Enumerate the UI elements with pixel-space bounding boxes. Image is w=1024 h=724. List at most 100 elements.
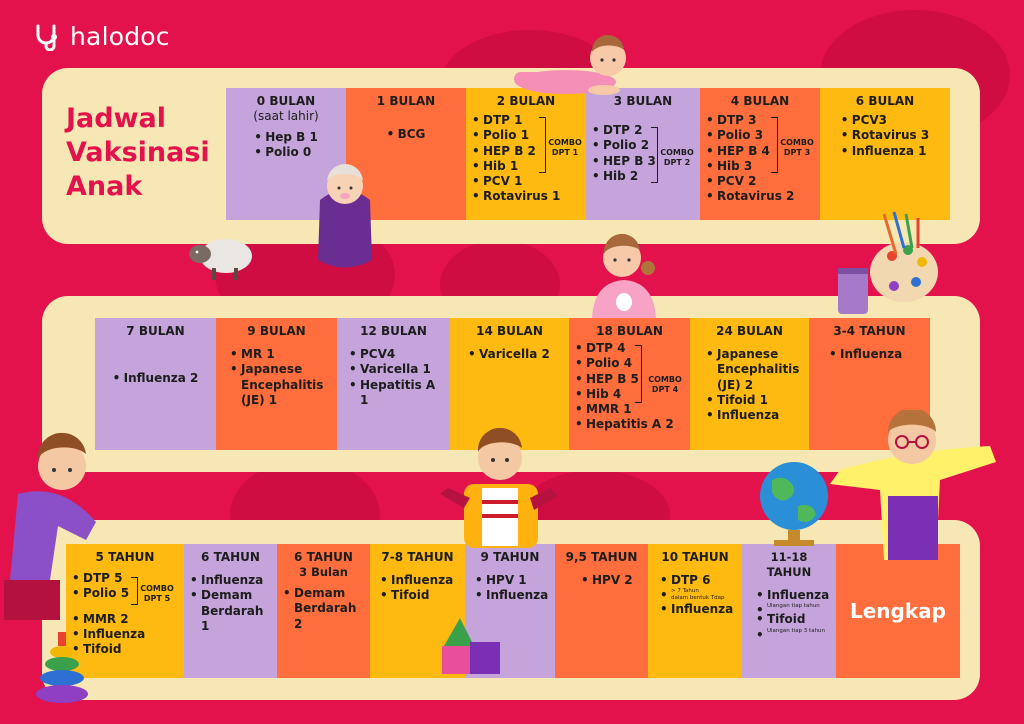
- brand-logo: halodoc: [34, 22, 170, 51]
- vaccine-item: Influenza: [660, 602, 736, 618]
- vaccine-item: BCG: [387, 127, 426, 143]
- vaccine-item: Influenza: [190, 573, 271, 589]
- combo-text: DPT 5: [143, 594, 171, 603]
- tile-header: 3-4 TAHUN: [833, 324, 906, 338]
- vaccine-item: Rotavirus 3: [841, 128, 929, 144]
- tile-header: 1 BULAN: [376, 94, 436, 108]
- title-line: Vaksinasi: [66, 137, 210, 168]
- vaccine-item: Polio 1: [472, 128, 580, 144]
- tile-header: 14 BULAN: [476, 324, 543, 338]
- vaccine-note-wrap: > 7 Tahun dalam bentuk Tdap: [660, 588, 736, 603]
- vaccine-item: Influenza: [829, 347, 924, 363]
- tile-6-tahun-3-bulan: 6 TAHUN 3 Bulan Demam Berdarah 2: [277, 544, 370, 678]
- combo-text: DPT 2: [663, 158, 691, 167]
- vaccine-item: HEP B 4: [706, 144, 814, 160]
- vaccine-item: MR 1: [230, 347, 331, 363]
- tile-header: 9,5 TAHUN: [565, 550, 638, 564]
- vaccine-item: Tifoid 1: [706, 393, 803, 409]
- baby-illustration: [514, 34, 626, 95]
- tile-header: 7 BULAN: [126, 324, 185, 338]
- tile-note: (saat lahir): [253, 109, 319, 123]
- combo-bracket: [539, 117, 546, 173]
- vaccine-item: Hepatitis A 1: [349, 378, 444, 409]
- vaccine-item: Rotavirus 1: [472, 189, 580, 205]
- title-line: Anak: [66, 171, 143, 202]
- tile-header: 3 BULAN: [613, 94, 673, 108]
- combo-label: COMBO DPT 3: [778, 138, 816, 158]
- vaccine-item: PCV 1: [472, 174, 580, 190]
- tile-10-tahun: 10 TAHUN DTP 6 > 7 Tahun dalam bentuk Td…: [648, 544, 742, 678]
- vaccine-item: Influenza: [380, 573, 459, 589]
- vaccine-item: HEP B 5: [575, 372, 684, 388]
- student-illustration: [440, 428, 558, 548]
- vaccine-item: Hib 4: [575, 387, 684, 403]
- swaddled-baby-illustration: [318, 164, 372, 268]
- sheep-illustration: [189, 239, 252, 280]
- combo-bracket: [635, 345, 642, 403]
- tile-lengkap: Lengkap: [836, 544, 960, 678]
- vaccine-item: DTP 5: [72, 571, 178, 587]
- vaccine-note: > 7 Tahun: [671, 588, 699, 595]
- vaccine-item: Rotavirus 2: [706, 189, 814, 205]
- tile-9-5-tahun: 9,5 TAHUN HPV 2: [555, 544, 648, 678]
- vaccine-item: Hib 2: [592, 169, 694, 185]
- combo-text: COMBO: [648, 375, 682, 384]
- vaccine-item: Polio 4: [575, 356, 684, 372]
- vaccine-item: DTP 4: [575, 341, 684, 357]
- vaccine-item: MMR 1: [575, 402, 684, 418]
- tile-header: 12 BULAN: [360, 324, 427, 338]
- vaccine-item: Polio 0: [254, 145, 318, 161]
- tile-header: 6 BULAN: [855, 94, 915, 108]
- vaccine-item: MMR 2: [72, 612, 178, 628]
- vaccine-item: PCV4: [349, 347, 444, 363]
- vaccine-item: HPV 1: [475, 573, 549, 589]
- vaccine-item: HEP B 2: [472, 144, 580, 160]
- tile-14-bulan: 14 BULAN Varicella 2: [450, 318, 569, 450]
- tile-header: 9 BULAN: [247, 324, 306, 338]
- combo-text: COMBO: [140, 584, 174, 593]
- tile-18-bulan: 18 BULAN DTP 4 Polio 4 HEP B 5 Hib 4 MMR…: [569, 318, 690, 450]
- vaccine-item: Influenza: [475, 588, 549, 604]
- vaccine-item: Hep B 1: [254, 130, 318, 146]
- stethoscope-icon: [36, 24, 57, 51]
- combo-text: DPT 1: [551, 148, 579, 157]
- vaccine-item: Polio 5: [72, 586, 178, 602]
- combo-bracket: [651, 127, 658, 183]
- tile-header: 10 TAHUN: [661, 550, 729, 564]
- page-title: Jadwal Vaksinasi Anak: [66, 102, 210, 204]
- tile-0-bulan: 0 BULAN (saat lahir) Hep B 1 Polio 0: [226, 88, 346, 220]
- tile-header: 2 BULAN: [496, 94, 556, 108]
- vaccine-item: PCV3: [841, 113, 929, 129]
- tile-6-bulan: 6 BULAN PCV3 Rotavirus 3 Influenza 1: [820, 88, 950, 220]
- vaccine-item: DTP 6: [660, 573, 736, 589]
- vaccine-note: Ulangan tiap 3 tahun: [767, 627, 826, 634]
- brand-name: halodoc: [70, 22, 170, 51]
- vaccine-item: Hib 1: [472, 159, 580, 175]
- vaccine-note: Ulangan tiap tahun: [767, 603, 820, 610]
- vaccine-item: PCV 2: [706, 174, 814, 190]
- tile-4-bulan: 4 BULAN DTP 3 Polio 3 HEP B 4 Hib 3 PCV …: [700, 88, 820, 220]
- vaccine-item: HEP B 3: [592, 154, 694, 170]
- combo-text: COMBO: [548, 138, 582, 147]
- tile-header: 5 TAHUN: [95, 550, 155, 564]
- combo-text: COMBO: [780, 138, 814, 147]
- globe-illustration: [760, 462, 828, 546]
- combo-label: COMBO DPT 2: [658, 148, 696, 168]
- vaccine-item: Demam Berdarah 2: [283, 586, 364, 632]
- tile-6-tahun: 6 TAHUN Influenza Demam Berdarah 1: [184, 544, 277, 678]
- tile-header: 18 BULAN: [596, 324, 663, 338]
- tile-header: 6 TAHUN: [201, 550, 260, 564]
- toddler-illustration: [592, 233, 656, 318]
- vaccine-note-wrap: Ulangan tiap 3 tahun: [756, 627, 830, 643]
- vaccine-item: Polio 3: [706, 128, 814, 144]
- paint-palette-illustration: [838, 211, 938, 314]
- vaccine-item: DTP 2: [592, 123, 694, 139]
- tile-header: 4 BULAN: [730, 94, 790, 108]
- vaccine-note: dalam bentuk Tdap: [671, 595, 725, 602]
- tile-header: 7-8 TAHUN: [381, 550, 454, 564]
- vaccine-item: Demam Berdarah 1: [190, 588, 271, 634]
- combo-text: DPT 4: [651, 385, 679, 394]
- tile-7-bulan: 7 BULAN Influenza 2: [95, 318, 216, 450]
- tile-9-bulan: 9 BULAN MR 1 Japanese Encephalitis (JE) …: [216, 318, 337, 450]
- vaccine-item: Tifoid: [380, 588, 459, 604]
